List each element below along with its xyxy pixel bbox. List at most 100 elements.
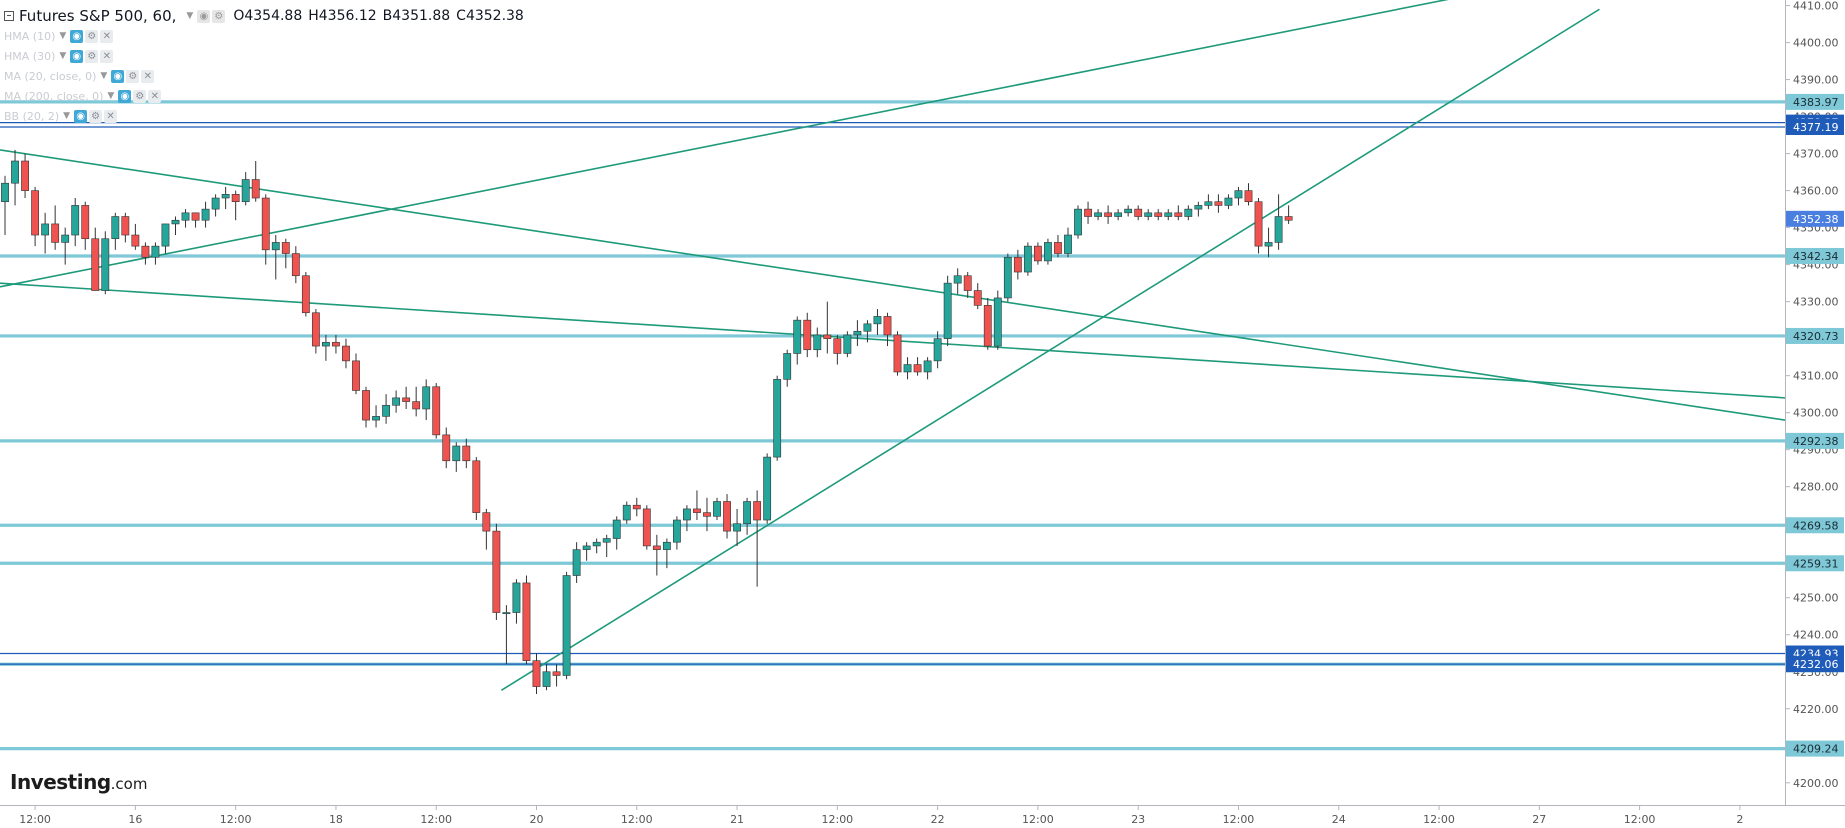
candle — [111, 212, 120, 250]
logo-brand: Investing — [10, 770, 111, 794]
candle-body — [472, 460, 481, 513]
candle-body — [191, 212, 200, 221]
y-tick-label: 4200.00 — [1793, 777, 1839, 790]
candle-body — [131, 234, 140, 247]
candle — [422, 379, 431, 421]
x-tick-label: 12:00 — [19, 813, 51, 826]
x-tick-label: 12:00 — [220, 813, 252, 826]
candle-body — [522, 582, 531, 661]
eye-icon[interactable]: ◉ — [74, 109, 88, 123]
level-price-label: 4383.97 — [1786, 93, 1844, 110]
eye-icon[interactable]: ◉ — [111, 69, 125, 83]
candle-body — [773, 379, 782, 458]
close-icon[interactable]: ✕ — [100, 49, 114, 63]
indicator-label[interactable]: BB (20, 2) — [4, 109, 60, 123]
candle-body — [502, 612, 511, 615]
candle — [592, 538, 601, 554]
candle — [502, 605, 511, 665]
x-tick-label: 12:00 — [1624, 813, 1656, 826]
candle-body — [1224, 197, 1233, 206]
candle — [1003, 253, 1012, 302]
candle — [683, 505, 691, 532]
candle-body — [1054, 242, 1062, 254]
candle — [61, 227, 70, 265]
indicator-label[interactable]: MA (200, close, 0) — [4, 89, 104, 103]
candle-body — [442, 434, 451, 462]
candle — [883, 312, 892, 347]
chevron-down-icon[interactable]: ▼ — [63, 111, 71, 121]
chevron-down-icon[interactable]: ▼ — [186, 11, 194, 21]
candle-body — [893, 334, 902, 373]
indicator-row: BB (20, 2) ▼ ◉ ⚙ ✕ — [4, 106, 524, 126]
candle-body — [983, 305, 992, 347]
level-price-label: 4292.38 — [1786, 432, 1844, 449]
eye-icon[interactable]: ◉ — [118, 89, 132, 103]
candle — [1084, 201, 1092, 224]
candle — [863, 320, 872, 343]
y-tick-label: 4280.00 — [1793, 481, 1839, 494]
indicator-label[interactable]: HMA (10) — [4, 29, 56, 43]
candle — [803, 312, 812, 358]
eye-icon[interactable]: ◉ — [70, 49, 84, 63]
gear-icon[interactable]: ⚙ — [89, 109, 103, 123]
candle — [332, 334, 340, 354]
chevron-down-icon[interactable]: ▼ — [59, 51, 67, 61]
candle-body — [1164, 212, 1173, 217]
trend-lines — [0, 0, 1786, 691]
symbol-title[interactable]: Futures S&P 500, 60, — [19, 7, 177, 25]
x-tick-label: 12:00 — [420, 813, 452, 826]
candle-body — [813, 334, 822, 351]
close-icon[interactable]: ✕ — [141, 69, 155, 83]
gear-icon[interactable]: ⚙ — [126, 69, 140, 83]
candle — [582, 542, 591, 561]
chart-legend: Futures S&P 500, 60, ▼ ◉ ⚙ O4354.88 H435… — [4, 6, 524, 126]
gear-icon[interactable]: ⚙ — [212, 9, 226, 23]
candle-body — [1204, 201, 1213, 206]
candle — [983, 297, 992, 350]
candle — [1154, 209, 1163, 221]
gear-icon[interactable]: ⚙ — [85, 49, 99, 63]
eye-icon[interactable]: ◉ — [197, 9, 211, 23]
candle-body — [572, 549, 581, 576]
candle — [853, 320, 862, 347]
candle-body — [923, 360, 932, 373]
candle-body — [632, 504, 641, 510]
candle-body — [723, 501, 731, 532]
indicator-label[interactable]: HMA (30) — [4, 49, 56, 63]
chevron-down-icon[interactable]: ▼ — [100, 71, 108, 81]
candle-body — [1104, 212, 1113, 217]
candle — [261, 194, 270, 265]
candle — [382, 394, 390, 424]
candle — [662, 538, 671, 569]
candle-body — [622, 504, 631, 521]
candle — [51, 205, 60, 250]
chevron-down-icon[interactable]: ▼ — [59, 31, 67, 41]
close-icon[interactable]: ✕ — [104, 109, 118, 123]
candle — [933, 331, 942, 369]
chevron-down-icon[interactable]: ▼ — [107, 91, 115, 101]
candle — [743, 497, 752, 535]
indicator-row: MA (20, close, 0) ▼ ◉ ⚙ ✕ — [4, 66, 524, 86]
collapse-icon[interactable] — [4, 11, 14, 21]
time-axis[interactable]: 12:00 16 12:00 18 12:00 20 12:00 21 12:00 22 12:00… — [19, 805, 1743, 826]
close-icon[interactable]: ✕ — [100, 29, 114, 43]
candle-body — [743, 501, 752, 525]
candle-body — [753, 501, 762, 521]
candle-body — [873, 316, 882, 325]
level-price-label: 4320.73 — [1786, 327, 1844, 344]
eye-icon[interactable]: ◉ — [70, 29, 84, 43]
indicator-label[interactable]: MA (20, close, 0) — [4, 69, 97, 83]
candle — [622, 501, 631, 524]
candle — [452, 442, 461, 472]
current-price-label-bg — [1786, 210, 1844, 227]
close-icon[interactable]: ✕ — [148, 89, 162, 103]
gear-icon[interactable]: ⚙ — [85, 29, 99, 43]
candle — [783, 349, 792, 387]
candle — [512, 579, 521, 624]
candle-body — [1013, 256, 1022, 273]
level-price-label-bg — [1786, 740, 1844, 757]
gear-icon[interactable]: ⚙ — [133, 89, 147, 103]
candle-body — [993, 297, 1002, 347]
candle — [1074, 205, 1082, 239]
